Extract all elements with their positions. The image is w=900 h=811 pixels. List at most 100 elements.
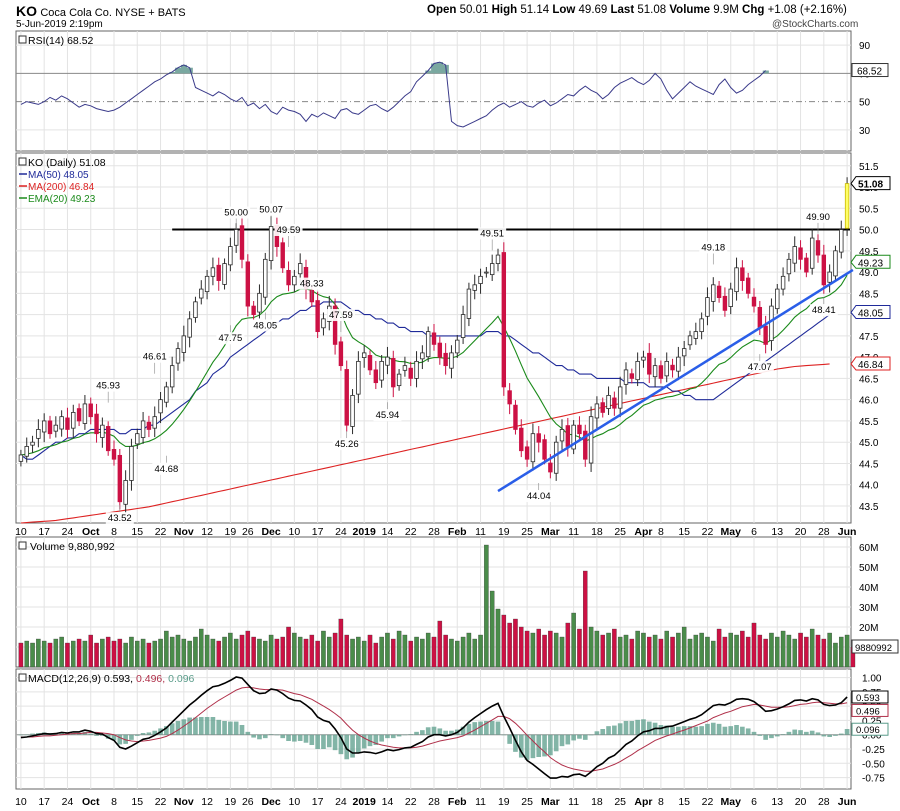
candle-body: [140, 420, 146, 438]
volume-bar: [222, 636, 227, 668]
candle-body: [571, 424, 576, 450]
macd-histogram-bar: [838, 733, 844, 735]
candle: [716, 281, 722, 303]
candle: [617, 376, 623, 418]
macd-histogram-bar: [594, 731, 600, 735]
candle-body: [228, 246, 233, 266]
candle-body: [239, 225, 245, 260]
volume-bar: [204, 634, 210, 668]
macd-menu-icon: [18, 673, 27, 682]
candle-body: [594, 403, 600, 419]
candle-body: [204, 275, 210, 293]
candle: [199, 280, 204, 305]
macd-histogram-bar: [582, 734, 588, 740]
legend-ma200: MA(200) 46.84: [28, 182, 95, 193]
annotation-label: 49.18: [701, 242, 725, 253]
candle-body: [59, 416, 64, 430]
volume-bar: [425, 632, 431, 668]
legend-ma50: MA(50) 48.05: [28, 170, 89, 181]
volume-bar: [338, 618, 344, 668]
volume-bar: [460, 636, 466, 668]
candle-body: [658, 365, 664, 379]
candle-body: [722, 295, 728, 311]
candle: [100, 417, 105, 448]
candle: [728, 282, 733, 315]
candle-body: [146, 421, 152, 430]
annotation-label: 45.94: [376, 410, 400, 421]
candle-body: [466, 288, 472, 319]
volume-bar: [129, 636, 134, 668]
macd-histogram-bar: [187, 717, 192, 735]
price-tag-shape: [850, 304, 891, 319]
volume-bar: [664, 630, 669, 668]
macd-histogram-bar: [548, 734, 553, 756]
macd-x-label: 8: [658, 796, 664, 808]
volume-bar: [629, 638, 635, 668]
candle-body: [36, 429, 41, 439]
candle-body: [175, 348, 181, 364]
annotation-bg: [809, 304, 838, 317]
candle: [396, 369, 402, 391]
price-tick-label: 49.0: [859, 268, 879, 279]
volume-bar: [367, 634, 373, 668]
volume-bar: [809, 628, 815, 668]
volume-bar: [501, 614, 507, 668]
macd-histogram-bar: [338, 734, 344, 755]
volume-bar: [414, 636, 419, 668]
volume-bar: [327, 636, 332, 668]
macd-histogram-bar: [495, 721, 501, 735]
candle-body: [472, 284, 477, 291]
macd-histogram-bar: [466, 723, 472, 735]
candle-body: [18, 454, 24, 462]
price-tick-label: 44.0: [859, 481, 879, 492]
candle-body: [164, 386, 169, 403]
candle: [571, 420, 576, 455]
price-x-label: 19: [225, 526, 237, 538]
quote-summary: Open 50.01 High 51.14 Low 49.69 Last 51.…: [427, 4, 847, 16]
macd-histogram-bar: [635, 719, 640, 735]
annotation-bg: [804, 210, 832, 223]
macd-histogram-bar: [390, 734, 396, 739]
candle: [391, 350, 396, 398]
candle-body: [693, 331, 699, 339]
exchange: NYSE + BATS: [115, 7, 186, 19]
candle: [612, 391, 617, 416]
macd-histogram-bar: [646, 721, 652, 735]
rsi-overbought-fill: [436, 62, 444, 74]
annotation-label: 48.41: [812, 305, 836, 316]
rsi-tick-label: 30: [859, 126, 871, 137]
volume-bar: [175, 634, 181, 668]
volume-bar: [711, 640, 716, 668]
annotation-label: 47.75: [218, 333, 242, 344]
annotation-label: 48.33: [300, 279, 324, 290]
volume-bar: [385, 632, 390, 668]
macd-histogram-bar: [30, 733, 35, 735]
candle: [699, 312, 704, 340]
candle-body: [367, 355, 373, 371]
price-x-label: 10: [289, 526, 301, 538]
volume-bar: [507, 622, 512, 668]
candle: [402, 356, 408, 377]
candle: [175, 342, 181, 371]
candle: [187, 311, 192, 348]
macd-histogram-bar: [757, 734, 763, 736]
macd-histogram-bar: [367, 734, 373, 747]
price-tag-label: 51.08: [858, 180, 883, 191]
volume-bar: [292, 632, 297, 668]
macd-x-label: 17: [312, 796, 324, 808]
macd-histogram-bar: [513, 734, 518, 752]
price-annotation: 49.59: [274, 223, 303, 247]
price-x-label: 28: [818, 526, 830, 538]
volume-bar: [455, 640, 460, 668]
macd-x-label: 12: [201, 796, 213, 808]
volume-bar: [780, 630, 786, 668]
candle: [629, 368, 635, 384]
volume-bar: [623, 634, 629, 668]
candle-body: [524, 446, 530, 460]
volume-title: Volume 9,880,992: [30, 541, 115, 553]
macd-histogram-bar: [617, 723, 623, 735]
annotation-label: 49.90: [806, 212, 830, 223]
price-x-label: 22: [155, 526, 167, 538]
volume-bar: [169, 636, 175, 668]
annotation-bg: [105, 512, 134, 525]
